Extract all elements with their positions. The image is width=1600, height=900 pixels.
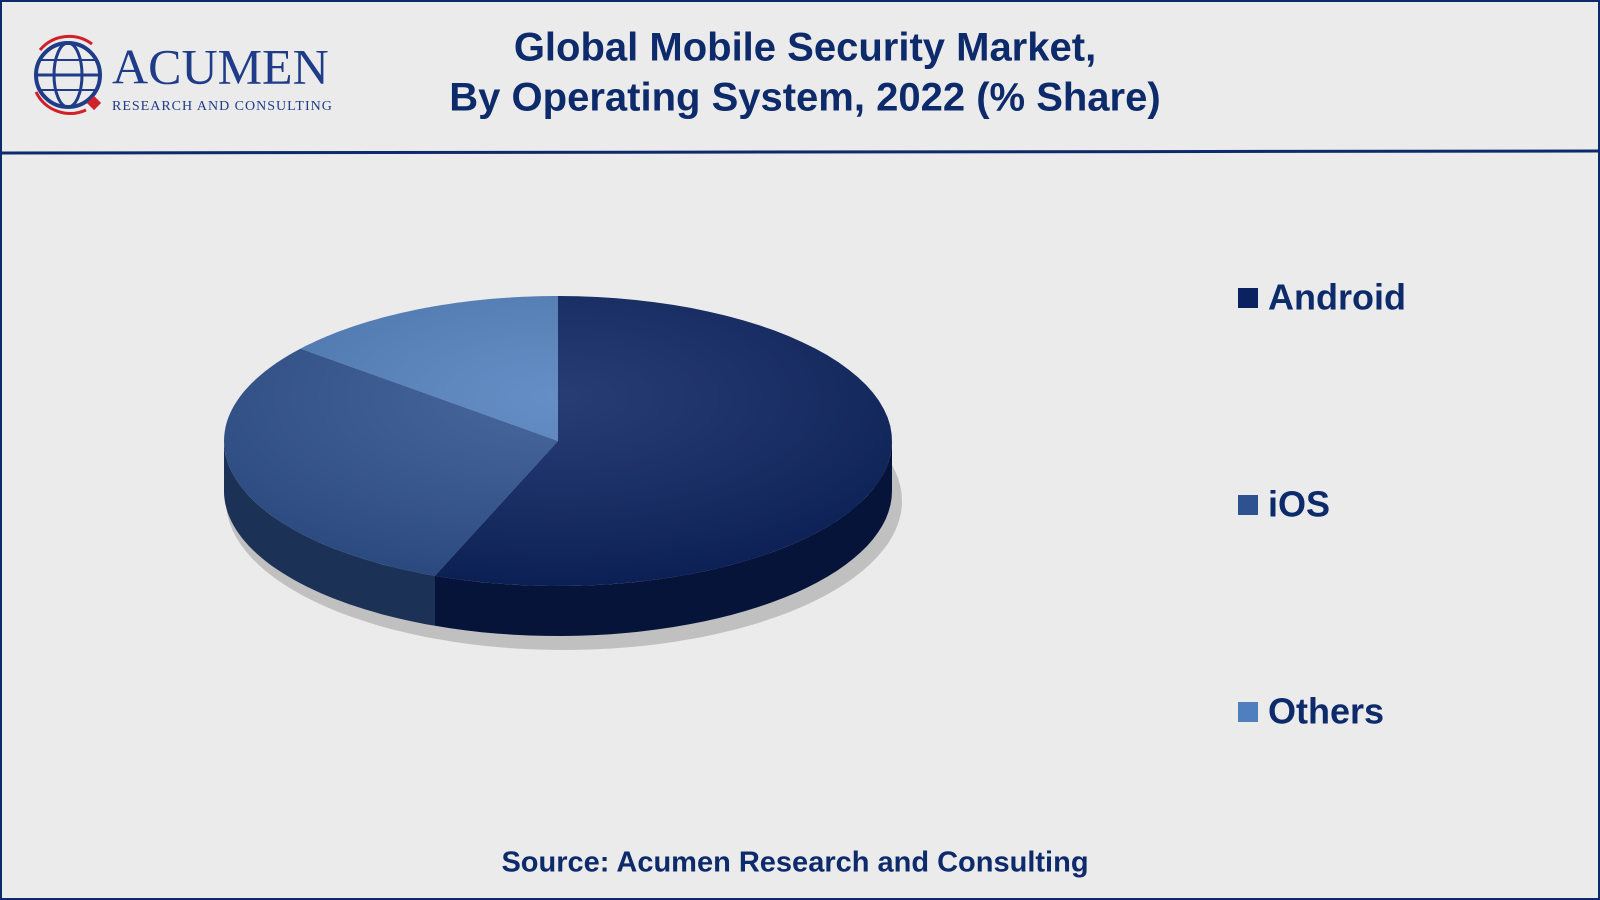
logo-arc bbox=[34, 91, 87, 115]
legend-label: Others bbox=[1268, 691, 1384, 732]
legend-swatch bbox=[1238, 702, 1258, 722]
legend-swatch bbox=[1238, 288, 1258, 308]
pie-side bbox=[435, 441, 892, 636]
chart-subtitle: By Operating System, 2022 (% Share) bbox=[449, 76, 1160, 120]
legend-swatch bbox=[1238, 495, 1258, 515]
pie-side bbox=[224, 441, 435, 626]
logo-name: ACUMEN bbox=[112, 38, 329, 94]
logo-tagline: RESEARCH AND CONSULTING bbox=[112, 99, 333, 114]
logo: ACUMEN RESEARCH AND CONSULTING bbox=[34, 34, 333, 115]
pie bbox=[224, 296, 902, 650]
chart-title: Global Mobile Security Market, bbox=[514, 26, 1096, 70]
legend-label: iOS bbox=[1268, 484, 1330, 525]
pie-highlight bbox=[224, 296, 892, 586]
source-note: Source: Acumen Research and Consulting bbox=[501, 847, 1088, 879]
logo-arc bbox=[38, 34, 93, 51]
legend: Android iOS Others bbox=[1238, 277, 1406, 732]
header-rule bbox=[0, 149, 1600, 155]
legend-label: Android bbox=[1268, 277, 1406, 318]
